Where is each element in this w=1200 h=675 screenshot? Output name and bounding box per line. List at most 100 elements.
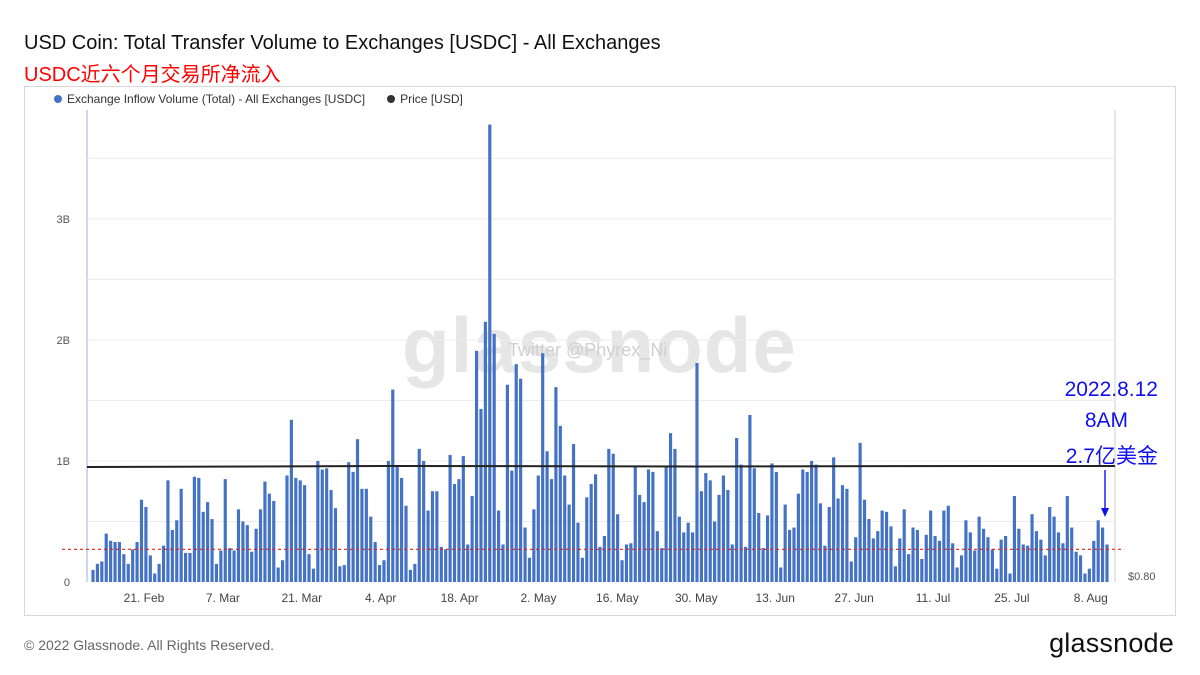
bar [602, 536, 606, 582]
bar [805, 471, 809, 582]
bar [937, 540, 942, 582]
footer-logo[interactable]: glassnode [1049, 628, 1174, 658]
bar [735, 437, 739, 582]
x-tick-label: 11. Jul [916, 591, 950, 605]
bar [933, 536, 937, 582]
bar [223, 479, 227, 582]
bar [426, 510, 430, 582]
bar [1039, 539, 1043, 582]
bar [796, 493, 800, 582]
bar [752, 468, 756, 582]
bar [311, 568, 316, 582]
bar [320, 469, 324, 582]
bar [783, 504, 787, 582]
bar [691, 532, 695, 582]
bar [351, 471, 355, 582]
bar [206, 502, 210, 582]
bar [1078, 555, 1083, 582]
bar [219, 550, 223, 582]
bar [1105, 544, 1109, 582]
bar [488, 124, 492, 583]
bar [682, 532, 686, 582]
bar [175, 520, 179, 582]
bar [907, 554, 911, 582]
bar [1096, 520, 1100, 582]
bar [139, 499, 144, 582]
bar [726, 490, 730, 582]
bar [400, 477, 404, 582]
bar [461, 456, 465, 582]
bar [316, 460, 320, 582]
bar [391, 389, 395, 582]
bar [470, 496, 474, 582]
bar [563, 475, 567, 582]
bar [258, 509, 263, 582]
bar [951, 543, 955, 582]
bar [770, 463, 774, 582]
x-tick-label: 13. Jun [756, 591, 795, 605]
bar [272, 500, 276, 582]
chart-legend[interactable]: Exchange Inflow Volume (Total) - All Exc… [54, 92, 463, 106]
bar [673, 448, 677, 582]
bar [1004, 536, 1008, 582]
bar [523, 527, 527, 582]
bar [1065, 496, 1069, 582]
legend-dot-icon [54, 95, 62, 103]
legend-label-price: Price [USD] [400, 92, 463, 106]
x-tick-label: 18. Apr [441, 591, 479, 605]
bar [995, 568, 999, 582]
bar [898, 538, 902, 582]
bar [1026, 545, 1030, 582]
legend-item-price[interactable]: Price [USD] [387, 92, 463, 106]
bar [214, 563, 219, 582]
price-line [86, 464, 1115, 468]
x-tick-label: 27. Jun [834, 591, 873, 605]
chart-subtitle: USDC近六个月交易所净流入 [24, 64, 281, 86]
bar [880, 510, 884, 582]
bar [589, 483, 593, 582]
bar [95, 563, 99, 582]
bar [329, 490, 333, 582]
y-tick-label: 1B [57, 456, 70, 468]
bar [973, 550, 977, 582]
bar [210, 519, 214, 582]
bar [294, 477, 298, 582]
bar [236, 509, 241, 582]
legend-item-inflow[interactable]: Exchange Inflow Volume (Total) - All Exc… [54, 92, 365, 106]
bar [981, 528, 986, 582]
bar [876, 531, 880, 582]
bar [148, 555, 152, 582]
bar [1012, 496, 1016, 582]
x-tick-label: 30. May [675, 591, 718, 605]
bar [739, 464, 743, 582]
bar [708, 480, 712, 582]
bar [241, 521, 245, 582]
bar [580, 557, 584, 582]
bar [620, 560, 624, 582]
bar [289, 419, 293, 582]
bar [779, 567, 783, 582]
legend-label-inflow: Exchange Inflow Volume (Total) - All Exc… [67, 92, 366, 106]
bar [501, 544, 505, 582]
annotation-date: 2022.8.12 [1064, 378, 1158, 401]
bar [386, 460, 390, 582]
bar [915, 529, 920, 582]
bar [757, 513, 761, 582]
bar [827, 506, 831, 582]
bar [836, 498, 840, 582]
bar [655, 531, 659, 582]
bar [338, 566, 342, 582]
bar [840, 485, 845, 582]
bar [333, 508, 338, 582]
bar [646, 469, 651, 582]
legend-dot-icon [387, 95, 396, 103]
bar [668, 433, 673, 582]
bar [179, 488, 183, 582]
bar [201, 511, 205, 582]
bar [250, 551, 254, 582]
bar [448, 454, 452, 582]
bar [267, 493, 271, 582]
bar [624, 544, 629, 582]
bar [818, 503, 823, 582]
bar [558, 425, 562, 582]
